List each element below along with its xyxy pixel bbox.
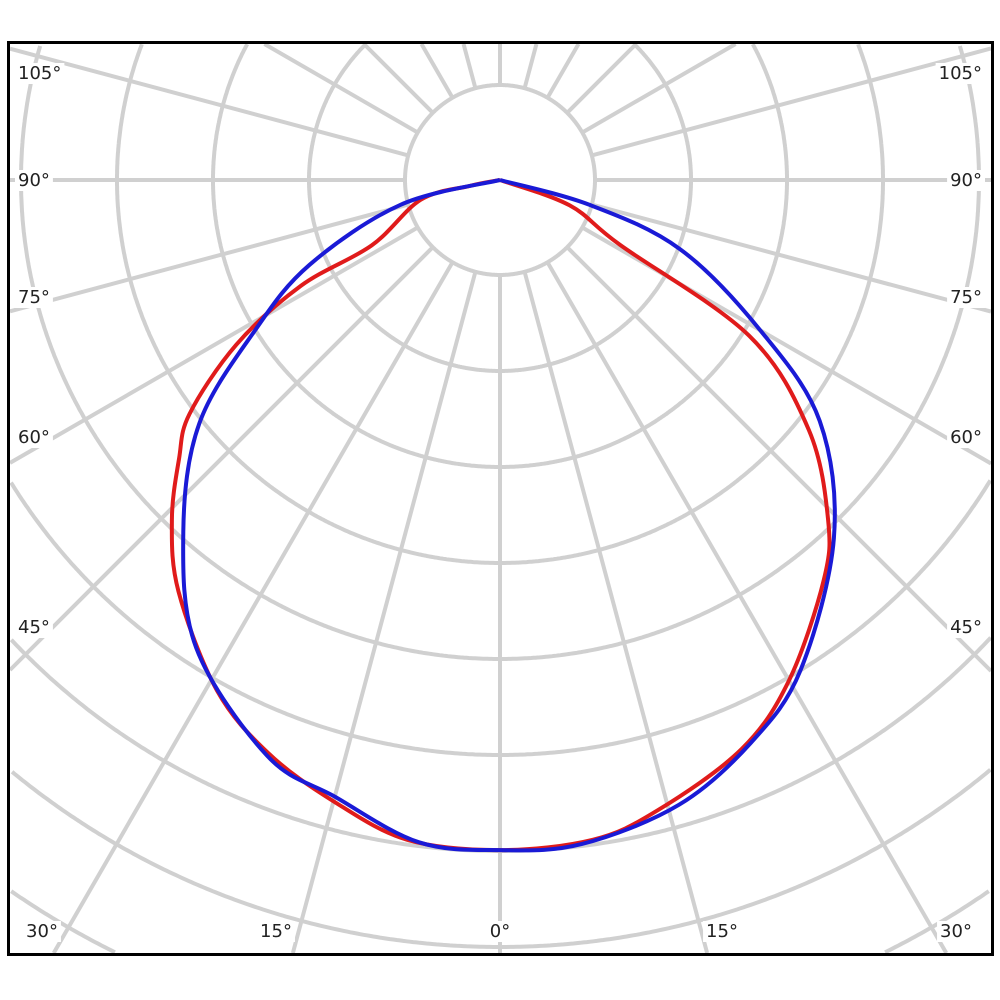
- grid-ring: [500, 768, 992, 949]
- label-bottom-15-left: 15°: [260, 921, 292, 942]
- chart-frame: [7, 41, 994, 956]
- grid-ring: [500, 479, 993, 757]
- grid-ring: [10, 889, 116, 955]
- label-right-90: 90°: [950, 170, 982, 191]
- label-bottom-0: 0°: [490, 921, 510, 942]
- angle-labels: 105° 90° 75° 60° 45° 105° 90° 75° 60° 45…: [15, 63, 985, 942]
- grid-ring: [19, 45, 500, 661]
- grid-spoke: [522, 43, 539, 89]
- label-background: [15, 427, 53, 448]
- grid-spoke: [522, 271, 710, 954]
- label-right-45: 45°: [950, 617, 982, 638]
- grid-ring: [500, 45, 981, 661]
- label-bottom-15-right: 15°: [706, 921, 738, 942]
- label-background: [15, 63, 65, 84]
- grid-spoke: [9, 46, 409, 158]
- label-background: [947, 287, 985, 308]
- grid-spoke: [591, 46, 992, 158]
- curves: [169, 178, 837, 853]
- label-background: [15, 287, 53, 308]
- grid-spoke: [545, 261, 949, 954]
- grid-ring: [500, 42, 693, 373]
- label-background: [935, 63, 985, 84]
- grid-spoke: [290, 271, 478, 954]
- label-left-75: 75°: [18, 287, 50, 308]
- series-2-curve: [181, 178, 837, 853]
- label-left-60: 60°: [18, 427, 50, 448]
- grid-spoke: [362, 42, 435, 115]
- grid-ring: [115, 43, 500, 565]
- grid-spoke: [419, 43, 455, 99]
- grid-ring: [9, 638, 500, 853]
- grid-ring: [500, 43, 789, 469]
- label-background: [15, 170, 53, 191]
- label-bottom-30-right: 30°: [940, 921, 972, 942]
- label-right-75: 75°: [950, 287, 982, 308]
- label-background: [257, 921, 295, 942]
- label-background: [703, 921, 741, 942]
- label-background: [486, 921, 514, 942]
- label-right-60: 60°: [950, 427, 982, 448]
- grid-ring: [500, 636, 993, 853]
- grid-spoke: [565, 42, 638, 115]
- label-background: [23, 921, 61, 942]
- grid-spoke: [8, 245, 435, 672]
- label-left-105: 105°: [18, 63, 61, 84]
- grid-spoke: [9, 202, 409, 314]
- polar-grid: [8, 42, 993, 955]
- grid-spoke: [565, 245, 993, 673]
- label-background: [947, 427, 985, 448]
- label-background: [15, 617, 53, 638]
- grid-spoke: [51, 261, 455, 954]
- grid-spoke: [461, 43, 478, 89]
- label-left-90: 90°: [18, 170, 50, 191]
- grid-spoke: [545, 42, 581, 99]
- grid-spoke: [263, 42, 419, 135]
- label-background: [937, 921, 975, 942]
- grid-spoke: [591, 202, 992, 314]
- grid-ring: [500, 43, 885, 565]
- grid-spoke: [8, 225, 419, 465]
- label-bottom-30-left: 30°: [26, 921, 58, 942]
- label-background: [947, 170, 985, 191]
- grid-ring: [9, 481, 500, 757]
- grid-spoke: [581, 42, 737, 135]
- label-background: [947, 617, 985, 638]
- grid-ring: [10, 770, 500, 949]
- grid-ring: [307, 42, 500, 373]
- label-right-105: 105°: [939, 63, 982, 84]
- label-left-45: 45°: [18, 617, 50, 638]
